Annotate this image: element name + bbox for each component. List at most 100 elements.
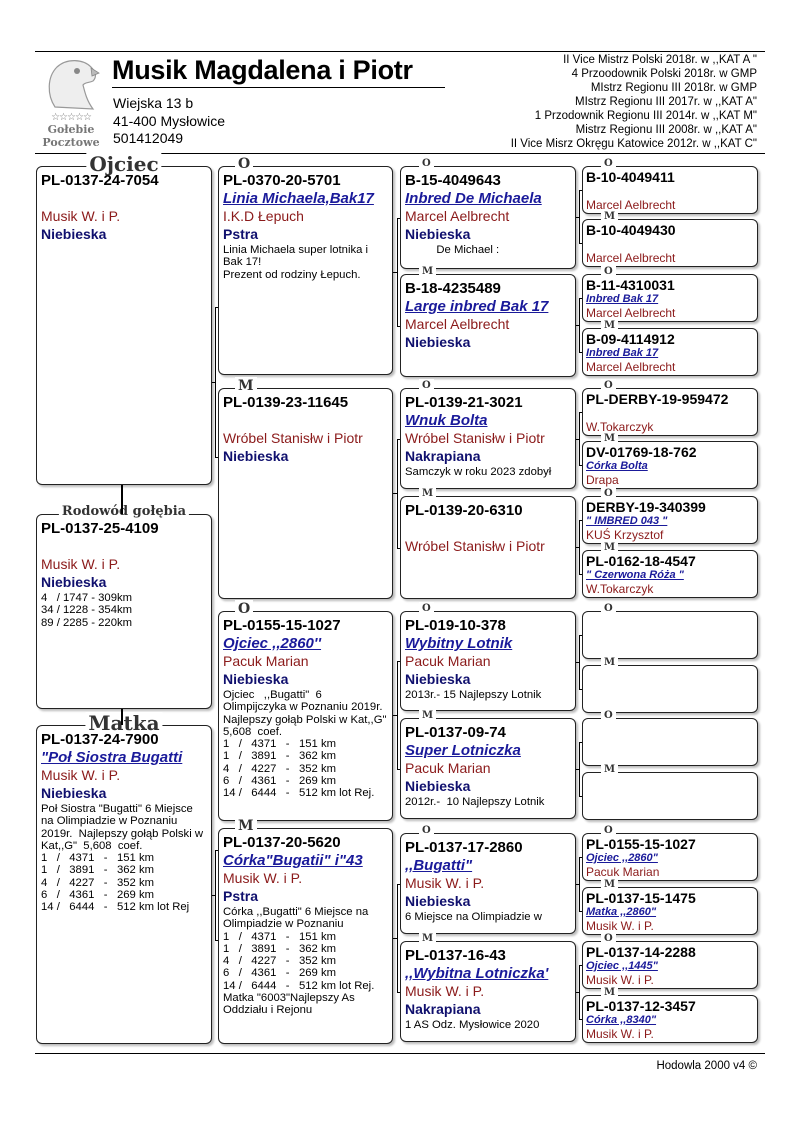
owner-name: Wróbel Stanisłw i Piotr bbox=[405, 538, 545, 554]
connector-line bbox=[579, 298, 582, 299]
owner-name: Pacuk Marian bbox=[586, 865, 660, 879]
pigeon-name-link[interactable]: Córka Bolta bbox=[586, 460, 648, 472]
card-label: Ojciec bbox=[86, 153, 162, 175]
connector-line bbox=[396, 883, 400, 885]
ring-number: PL-0139-23-11645 bbox=[223, 394, 349, 411]
connector-line bbox=[396, 883, 398, 992]
pigeon-color: Niebieska bbox=[223, 448, 289, 464]
connector-line bbox=[579, 965, 580, 1019]
connector-line bbox=[576, 325, 579, 326]
pigeon-notes: Poł Siostra "Bugatti" 6 Miejsce na Olimp… bbox=[41, 803, 204, 914]
pigeon-name-link[interactable]: Super Lotniczka bbox=[405, 742, 521, 759]
pigeon-name-link[interactable]: " IMBRED 043 " bbox=[586, 515, 668, 527]
pigeon-color: Niebieska bbox=[223, 671, 289, 687]
pigeon-name-link[interactable] bbox=[41, 538, 207, 555]
pigeon-name-link[interactable] bbox=[586, 407, 754, 420]
card-label: O bbox=[601, 157, 616, 171]
pigeon-color: Niebieska bbox=[405, 893, 471, 909]
ring-number: B-15-4049643 bbox=[405, 172, 501, 189]
owner-name: Musik W. i P. bbox=[41, 556, 121, 572]
connector-line bbox=[579, 243, 582, 244]
pigeon-name-link[interactable]: Córka"Bugatii" i"43 bbox=[223, 852, 363, 869]
pigeon-name-link[interactable]: Ojciec ,,1445" bbox=[586, 960, 658, 972]
ring-number: B-18-4235489 bbox=[405, 280, 501, 297]
owner-name: Musik W. i P. bbox=[405, 983, 485, 999]
connector-line bbox=[212, 895, 215, 896]
achievement: 4 Przoodownik Polski 2018r. w GMP bbox=[571, 68, 757, 80]
connector-line bbox=[579, 796, 582, 797]
connector-line bbox=[576, 547, 579, 548]
owner-name: Marcel Aelbrecht bbox=[405, 208, 510, 224]
card-label: M bbox=[601, 763, 619, 777]
connector-line bbox=[579, 190, 582, 191]
pigeon-name-link[interactable] bbox=[586, 238, 754, 251]
ring-number: PL-0137-16-43 bbox=[405, 947, 506, 964]
card-label: M bbox=[601, 986, 619, 1000]
pigeon-card: M B-09-4114912 Inbred Bak 17 Marcel Aelbrec… bbox=[582, 319, 758, 376]
pigeon-name-link[interactable]: Inbred De Michaela bbox=[405, 190, 542, 207]
connector-line bbox=[393, 493, 397, 494]
card-label: M bbox=[601, 432, 619, 446]
owner-name: Musik W. i P. bbox=[405, 875, 485, 891]
connector-line bbox=[396, 661, 398, 769]
owner-name: KUŚ Krzysztof bbox=[586, 528, 664, 542]
owner-name: Musik W. i P. bbox=[41, 767, 121, 783]
connector-line bbox=[576, 438, 579, 440]
ring-number: PL-0370-20-5701 bbox=[223, 172, 341, 189]
owner-name: W.Tokarczyk bbox=[586, 582, 654, 596]
connector-line bbox=[576, 769, 579, 770]
card-label: O bbox=[419, 824, 434, 838]
connector-line bbox=[215, 940, 218, 941]
owner-name: Musik W. i P. bbox=[586, 1027, 654, 1041]
pigeon-name-link[interactable]: Linia Michaela,Bak17 bbox=[223, 190, 374, 207]
logo-text-2: Pocztowe bbox=[42, 136, 100, 149]
pigeon-card: O DERBY-19-340399 " IMBRED 043 " KUŚ Krzysz… bbox=[582, 487, 758, 544]
pigeon-name-link[interactable]: Córka ,,8340" bbox=[586, 1014, 657, 1026]
pigeon-name-link[interactable]: Ojciec ,,2860" bbox=[586, 852, 658, 864]
ring-number: PL-0137-12-3457 bbox=[586, 998, 696, 1014]
connector-line bbox=[121, 709, 123, 725]
connector-line bbox=[579, 412, 582, 413]
pigeon-card: O bbox=[582, 709, 758, 766]
connector-line bbox=[215, 850, 216, 940]
connector-line bbox=[579, 857, 582, 858]
pigeon-name-link[interactable] bbox=[586, 185, 754, 198]
pigeon-card: M DV-01769-18-762 Córka Bolta Drapa bbox=[582, 432, 758, 489]
pigeon-name-link[interactable]: Inbred Bak 17 bbox=[586, 293, 659, 305]
card-label: M bbox=[601, 878, 619, 892]
header-rule bbox=[35, 153, 765, 154]
pigeon-name-link[interactable]: Ojciec ,,2860'' bbox=[223, 635, 322, 652]
achievement: 1 Przodownik Regionu III 2014r. w ,,KAT … bbox=[534, 110, 757, 122]
card-label: M bbox=[601, 541, 619, 555]
pigeon-card: M PL-0137-09-74 Super Lotniczka Pacuk Maria… bbox=[400, 709, 576, 819]
card-label: O bbox=[235, 600, 254, 618]
connector-line bbox=[396, 661, 400, 662]
pigeon-name-link[interactable] bbox=[405, 520, 571, 537]
pigeon-card: M bbox=[582, 763, 758, 820]
pigeon-name-link[interactable] bbox=[223, 412, 388, 429]
pigeon-name-link[interactable]: ,,Wybitna Lotniczka' bbox=[405, 965, 549, 982]
pigeon-name-link[interactable]: ,,Bugatti" bbox=[405, 857, 473, 874]
pigeon-notes: 2013r.- 15 Najlepszy Lotnik bbox=[405, 689, 542, 701]
connector-line bbox=[396, 438, 400, 440]
pigeon-card: M PL-0162-18-4547 " Czerwona Róża " W.Tokar… bbox=[582, 541, 758, 598]
connector-line bbox=[396, 438, 398, 548]
pigeon-color: Niebieska bbox=[405, 226, 471, 242]
card-label: O bbox=[601, 379, 616, 393]
ring-number: PL-0137-17-2860 bbox=[405, 839, 523, 856]
pigeon-name-link[interactable]: Matka ,,2860" bbox=[586, 906, 657, 918]
card-label: M bbox=[419, 932, 437, 946]
pigeon-name-link[interactable]: Wybitny Lotnik bbox=[405, 635, 513, 652]
pigeon-name-link[interactable] bbox=[41, 190, 207, 207]
pigeon-name-link[interactable]: Large inbred Bak 17 bbox=[405, 298, 549, 315]
connector-line bbox=[579, 911, 582, 912]
connector-line bbox=[393, 271, 397, 273]
connector-line bbox=[215, 850, 218, 851]
pigeon-name-link[interactable]: Inbred Bak 17 bbox=[586, 347, 659, 359]
pigeon-name-link[interactable]: Wnuk Bolta bbox=[405, 412, 488, 429]
pigeon-name-link[interactable]: " Czerwona Róża " bbox=[586, 569, 684, 581]
pigeon-name-link[interactable]: "Poł Siostra Bugatti bbox=[41, 749, 183, 766]
footer-rule bbox=[35, 1053, 765, 1054]
pigeon-card: O B-10-4049411 Marcel Aelbrecht bbox=[582, 157, 758, 214]
card-label: O bbox=[419, 379, 434, 393]
